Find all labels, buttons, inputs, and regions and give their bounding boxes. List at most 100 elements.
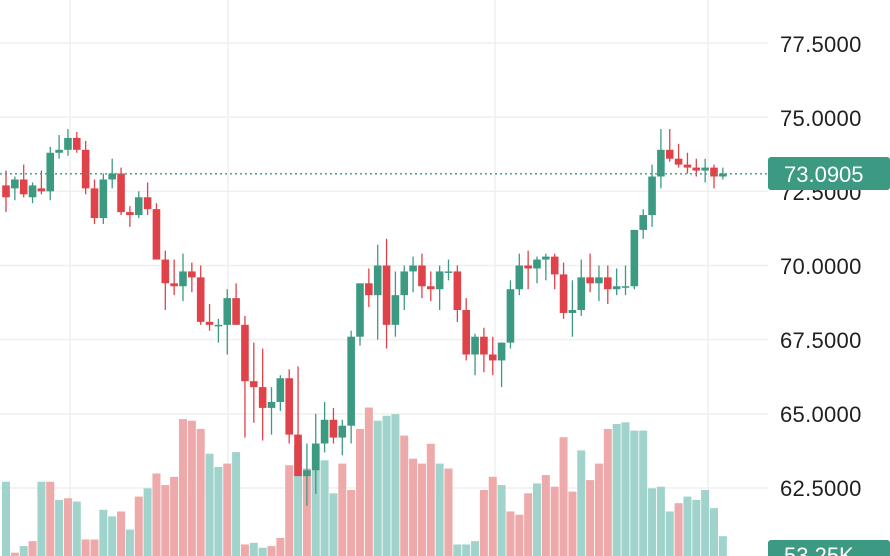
volume-bar <box>373 420 382 556</box>
volume-bar <box>347 490 356 556</box>
candle-body <box>382 265 391 325</box>
volume-bar <box>515 514 524 556</box>
candle <box>55 134 63 159</box>
candle-body <box>126 212 134 216</box>
volume-bar <box>382 415 391 556</box>
volume-bar <box>400 435 409 556</box>
candlestick-series <box>2 129 727 506</box>
candle-body <box>152 209 161 260</box>
candle <box>683 152 692 174</box>
candle-body <box>2 185 10 198</box>
volume-bar <box>223 463 232 556</box>
volume-badge: 53.25K <box>768 540 890 556</box>
volume-bar <box>2 481 10 556</box>
candle <box>196 265 205 325</box>
candle-body <box>657 149 665 177</box>
candle-body <box>108 173 116 180</box>
volume-bar <box>143 488 152 556</box>
volume-bar <box>125 529 134 556</box>
volume-bar <box>506 511 515 556</box>
candle-body <box>506 289 515 343</box>
volume-bar <box>320 460 329 556</box>
volume-bar <box>152 473 161 556</box>
candle-body <box>250 381 258 388</box>
candle <box>435 265 444 310</box>
candle <box>90 179 99 224</box>
price-axis[interactable]: 77.5000 75.0000 72.5000 70.0000 67.5000 … <box>780 32 862 501</box>
candle <box>542 253 550 281</box>
candle-body <box>99 179 108 219</box>
candle-body <box>365 283 373 296</box>
volume-bar <box>99 509 108 556</box>
candle <box>497 342 506 388</box>
volume-bar <box>232 452 241 556</box>
candle-body <box>559 274 568 313</box>
volume-bar <box>568 491 577 556</box>
candle <box>471 333 479 376</box>
candle-body <box>373 265 382 296</box>
y-tick-label: 65.0000 <box>780 402 862 427</box>
candle-body <box>320 419 329 444</box>
candle-body <box>205 321 214 325</box>
candle-body <box>639 215 647 230</box>
candle <box>586 253 594 293</box>
candle <box>241 315 249 438</box>
volume-bar <box>276 537 285 556</box>
candle-body <box>37 188 46 192</box>
volume-bar <box>497 485 506 556</box>
candle <box>365 268 373 308</box>
candle <box>338 419 347 456</box>
candle-body <box>356 283 364 337</box>
volume-bar <box>683 496 692 556</box>
candle <box>81 140 90 195</box>
candle-body <box>143 197 152 210</box>
volume-bar <box>205 453 214 556</box>
candle <box>719 167 727 180</box>
candle-body <box>241 324 249 382</box>
candle-body <box>453 271 462 310</box>
candle-body <box>90 188 99 219</box>
volume-bar <box>46 481 55 556</box>
volume-bar <box>471 541 480 556</box>
candle <box>400 265 409 310</box>
candle-body <box>294 434 302 477</box>
candle-body <box>621 286 630 288</box>
candle-body <box>674 158 683 165</box>
candle <box>550 253 559 290</box>
volume-bar <box>81 539 90 556</box>
candle-body <box>692 167 701 171</box>
candle <box>126 206 134 227</box>
candle-body <box>665 149 674 159</box>
candle-body <box>214 324 223 327</box>
candle <box>19 164 28 198</box>
candle-body <box>161 259 170 284</box>
candle-body <box>311 443 320 471</box>
volume-bar <box>665 511 674 556</box>
candle <box>630 229 639 290</box>
candle <box>674 143 683 168</box>
candle <box>232 283 240 325</box>
volume-bar <box>364 407 373 556</box>
y-tick-label: 75.0000 <box>780 106 862 131</box>
candle <box>294 366 302 477</box>
volume-bar <box>214 466 223 556</box>
candle-body <box>303 470 311 477</box>
candle-body <box>329 419 338 438</box>
volume-bar <box>391 414 400 556</box>
candle <box>657 129 665 189</box>
candle <box>267 387 276 435</box>
volume-bar <box>249 542 258 556</box>
candle-body <box>338 425 347 438</box>
candle <box>108 158 116 189</box>
volume-bar <box>28 541 37 556</box>
candle <box>665 129 674 162</box>
candle <box>2 170 10 213</box>
candle-body <box>648 176 656 216</box>
candle <box>701 158 709 183</box>
candle-body <box>232 298 240 325</box>
candle <box>205 304 214 331</box>
volume-bar <box>356 428 364 556</box>
current-price-label: 73.0905 <box>784 162 864 187</box>
candle-body <box>267 401 276 408</box>
